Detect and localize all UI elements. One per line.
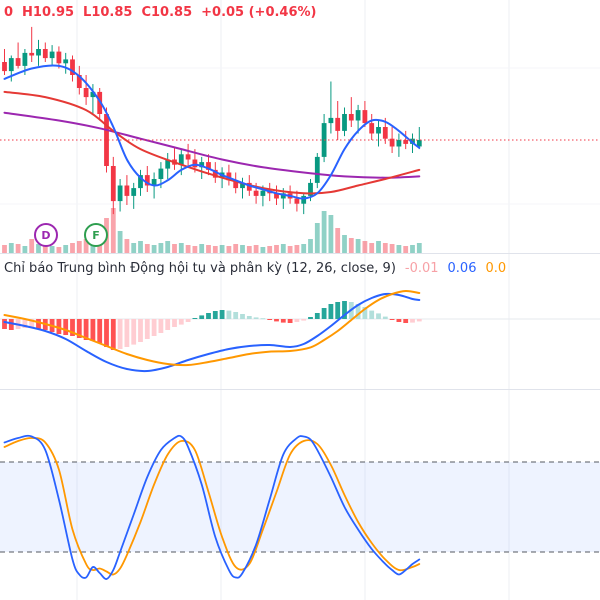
price-legend: 0 H10.95 L10.85 C10.85 +0.05 (+0.46%) xyxy=(4,5,317,20)
macd-indicator-title[interactable]: Chỉ báo Trung bình Động hội tụ và phân k… xyxy=(4,261,396,276)
event-badge-dividend[interactable]: D xyxy=(34,223,58,247)
event-badge-financial[interactable]: F xyxy=(84,223,108,247)
pane-divider-1[interactable] xyxy=(0,253,600,254)
macd-line-value: 0.06 xyxy=(447,261,477,276)
macd-hist-value: -0.01 xyxy=(404,261,439,276)
ohlc-high: H10.95 xyxy=(22,5,75,20)
macd-legend: Chỉ báo Trung bình Động hội tụ và phân k… xyxy=(4,261,506,276)
price-pane: 0 H10.95 L10.85 C10.85 +0.05 (+0.46%) D … xyxy=(0,0,600,253)
stochastic-chart-canvas[interactable] xyxy=(0,390,600,600)
macd-chart-canvas[interactable] xyxy=(0,254,600,389)
event-badge-dividend-label: D xyxy=(41,228,51,242)
ohlc-change: +0.05 (+0.46%) xyxy=(201,5,317,20)
ohlc-close: C10.85 xyxy=(141,5,193,20)
pane-divider-2[interactable] xyxy=(0,389,600,390)
ohlc-open-partial: 0 xyxy=(4,5,14,20)
stochastic-pane xyxy=(0,390,600,600)
ohlc-low: L10.85 xyxy=(83,5,133,20)
event-badge-financial-label: F xyxy=(92,228,100,242)
macd-signal-value: 0.0 xyxy=(485,261,507,276)
macd-pane: Chỉ báo Trung bình Động hội tụ và phân k… xyxy=(0,254,600,389)
price-chart-canvas[interactable] xyxy=(0,0,600,253)
